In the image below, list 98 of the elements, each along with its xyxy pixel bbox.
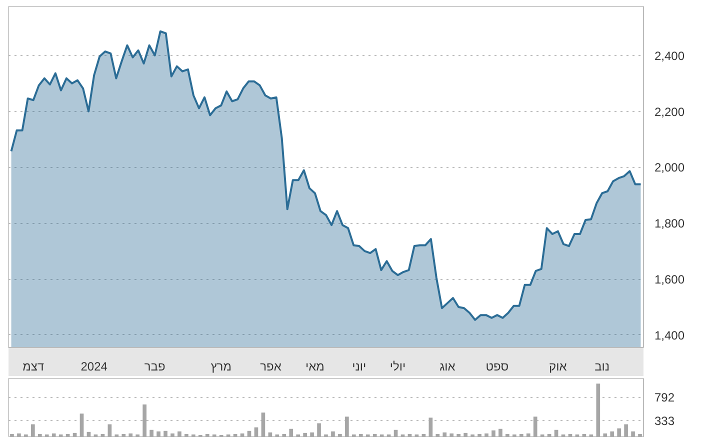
bar <box>10 434 14 437</box>
bar <box>519 434 524 437</box>
bar <box>498 428 502 437</box>
bar <box>478 434 482 437</box>
bar <box>150 430 154 437</box>
x-tick-label: אפר <box>260 360 282 374</box>
x-tick-label: פבר <box>144 360 166 374</box>
bar <box>170 433 174 437</box>
bar <box>456 434 460 437</box>
bar <box>136 434 140 437</box>
bar <box>414 434 419 437</box>
bar <box>428 418 433 437</box>
bar <box>17 433 21 437</box>
bar <box>506 434 510 437</box>
bar <box>561 434 566 437</box>
bar <box>436 434 440 437</box>
bar <box>128 433 133 437</box>
bar <box>631 431 635 437</box>
bar <box>94 434 98 437</box>
bar <box>484 433 488 437</box>
bar <box>52 433 56 437</box>
y-tick-label: 2,400 <box>654 48 685 63</box>
bar <box>624 424 628 437</box>
bar <box>275 434 280 437</box>
bar <box>470 434 474 437</box>
y-tick-label: 1,600 <box>654 272 685 287</box>
bar <box>24 434 28 437</box>
x-tick-label: יולי <box>390 360 406 374</box>
y-tick-label: 2,200 <box>654 104 685 119</box>
bar <box>108 424 112 437</box>
bar <box>331 431 335 437</box>
bar <box>303 432 307 437</box>
bar <box>589 434 594 437</box>
bar <box>58 434 63 437</box>
bar <box>358 434 363 437</box>
bar <box>380 434 384 437</box>
bar <box>617 428 621 437</box>
bar <box>80 414 84 437</box>
x-tick-label: מרץ <box>210 360 232 374</box>
y-tick-label: 1,400 <box>654 328 685 342</box>
bar <box>212 434 216 437</box>
bar <box>142 404 146 437</box>
bar <box>164 430 168 437</box>
bar <box>603 433 608 437</box>
bar <box>205 434 210 437</box>
bar <box>324 434 328 437</box>
bar <box>254 427 258 437</box>
bar <box>372 434 377 437</box>
bar <box>156 431 160 437</box>
bar <box>450 433 454 437</box>
y-tick-label: 333 <box>654 414 675 428</box>
bar <box>296 434 300 437</box>
bar <box>289 428 294 437</box>
bar <box>394 430 398 437</box>
x-tick-label: דצמ <box>22 360 44 374</box>
bar <box>526 433 530 437</box>
bar <box>554 430 558 437</box>
bar <box>386 434 391 437</box>
x-tick-label: 2024 <box>80 360 108 374</box>
bar <box>310 432 314 437</box>
bar <box>352 434 356 437</box>
x-tick-label: נוב <box>594 360 610 374</box>
bar <box>317 423 321 437</box>
bar <box>533 416 538 437</box>
bar <box>575 434 580 437</box>
x-tick-label: אוג <box>440 360 456 374</box>
bar <box>338 434 342 437</box>
y-tick-label: 2,000 <box>654 160 685 175</box>
bar <box>86 432 91 437</box>
x-tick-label: יוני <box>352 360 366 374</box>
bar <box>345 416 349 437</box>
bar <box>442 432 447 437</box>
bar <box>184 434 188 437</box>
bar <box>38 434 42 437</box>
bar <box>178 431 182 437</box>
bar <box>226 434 230 437</box>
bar <box>492 430 496 437</box>
bar <box>400 434 405 437</box>
bar <box>114 434 119 437</box>
x-tick-label: ספט <box>486 360 509 374</box>
y-tick-label: 1,800 <box>654 216 685 231</box>
x-tick-label: אוק <box>549 360 568 374</box>
bar <box>512 434 516 437</box>
bar <box>540 434 544 437</box>
bar <box>192 434 196 437</box>
bar <box>464 432 468 437</box>
bar <box>638 434 642 437</box>
bar <box>610 431 614 437</box>
bar <box>268 432 272 437</box>
bar <box>44 434 49 437</box>
bar <box>31 424 35 437</box>
bar <box>366 434 370 437</box>
y-tick-label: 792 <box>654 390 675 405</box>
bar <box>596 384 600 437</box>
bar <box>122 434 126 437</box>
bar <box>261 412 266 437</box>
bar <box>282 434 286 437</box>
x-tick-label: מאי <box>306 360 324 374</box>
